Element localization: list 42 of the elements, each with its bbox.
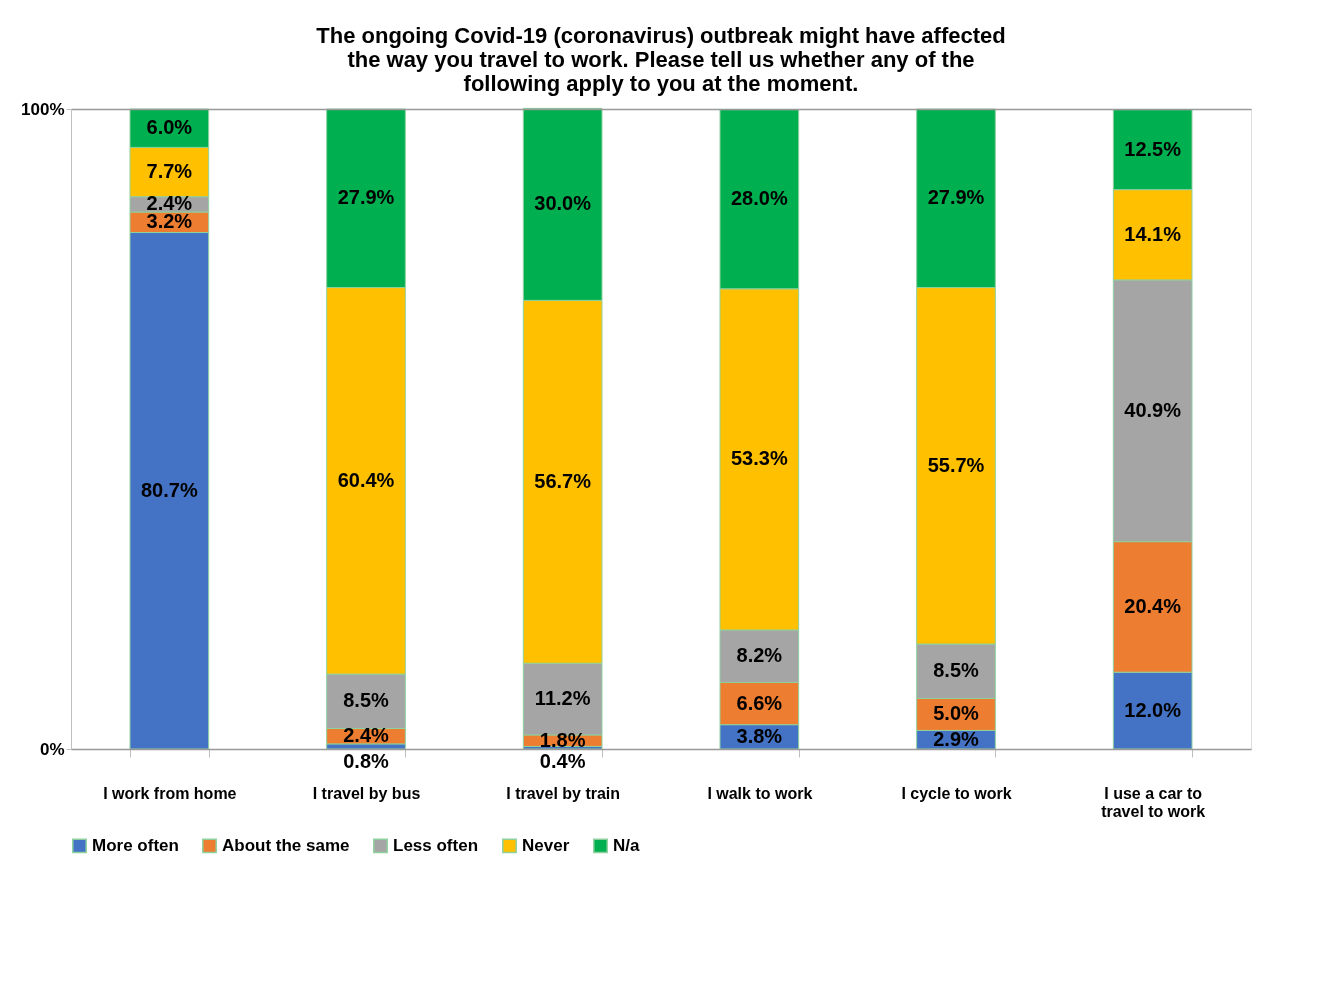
- data-label: 6.6%: [736, 691, 783, 714]
- data-label: 11.2%: [534, 687, 591, 710]
- data-label: 55.7%: [927, 453, 985, 476]
- x-tick-label: I work from home: [103, 784, 237, 802]
- legend-label: About the same: [222, 835, 350, 855]
- data-label: 5.0%: [933, 702, 980, 725]
- y-tick-label: 100%: [21, 99, 65, 119]
- data-label: 56.7%: [534, 469, 592, 492]
- legend-label: Less often: [393, 835, 479, 855]
- data-label: 80.7%: [140, 478, 198, 501]
- data-label: 2.9%: [933, 727, 980, 750]
- data-label: 8.5%: [933, 659, 980, 682]
- data-label: 27.9%: [337, 186, 395, 209]
- legend-label: Never: [522, 835, 570, 855]
- x-tick-label: I travel by bus: [312, 784, 421, 802]
- data-label: 12.5%: [1124, 137, 1182, 160]
- legend-label: N/a: [613, 835, 640, 855]
- data-label: 12.0%: [1124, 698, 1182, 721]
- data-label: 6.0%: [146, 116, 193, 139]
- x-tick-label: I travel by train: [506, 784, 621, 802]
- data-label: 3.8%: [736, 724, 783, 747]
- data-label: 53.3%: [730, 447, 788, 470]
- data-label: 8.5%: [343, 689, 390, 712]
- data-label: 2.4%: [343, 724, 390, 747]
- data-label: 0.8%: [343, 750, 390, 772]
- data-label: 27.9%: [927, 186, 985, 209]
- data-label: 40.9%: [1124, 398, 1182, 421]
- data-label: 60.4%: [337, 468, 395, 491]
- data-label: 14.1%: [1124, 222, 1182, 245]
- data-label: 7.7%: [146, 160, 193, 183]
- chart-title: The ongoing Covid-19 (coronavirus) outbreak might have affected the way you travel to work. Please tell us whether any of the following apply to you at the moment.: [316, 23, 1006, 96]
- legend-label: More often: [92, 835, 179, 855]
- x-tick-label: I cycle to work: [901, 784, 1012, 802]
- data-label: 30.0%: [534, 192, 592, 215]
- data-label: 8.2%: [736, 644, 783, 667]
- x-tick-label: I use a car to travel to work: [1101, 784, 1206, 820]
- data-label: 28.0%: [730, 187, 788, 210]
- data-label: 0.4%: [539, 750, 586, 772]
- x-tick-label: I walk to work: [707, 784, 813, 802]
- y-tick-label: 0%: [39, 739, 65, 759]
- data-label: 20.4%: [1124, 594, 1182, 617]
- data-label: 1.8%: [539, 728, 586, 751]
